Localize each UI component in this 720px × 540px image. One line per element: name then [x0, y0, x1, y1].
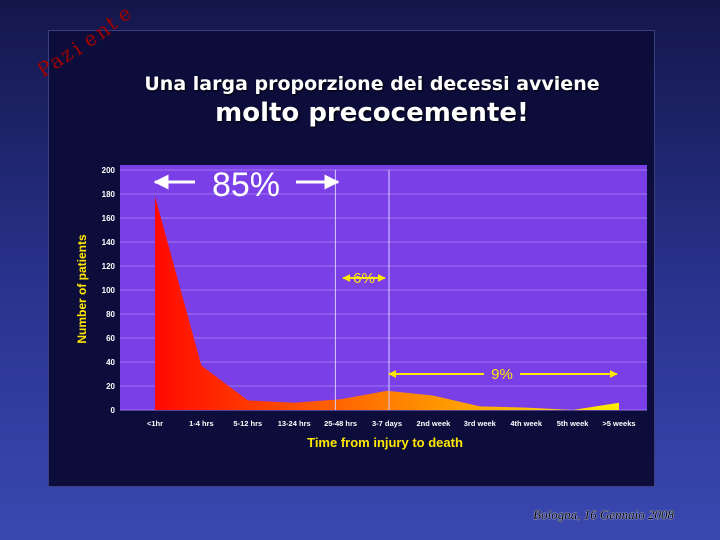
y-tick-label: 200 [102, 166, 116, 175]
footer-date: Bologna, 16 Gennaio 2008 [533, 507, 674, 522]
y-tick-label: 20 [106, 382, 115, 391]
annotation-late: 9% [491, 366, 513, 383]
y-tick-label: 140 [102, 238, 116, 247]
x-tick-label: 2nd week [417, 419, 452, 428]
y-tick-label: 60 [106, 334, 115, 343]
x-tick-label: 3rd week [464, 419, 497, 428]
x-tick-label: 5th week [557, 419, 590, 428]
x-axis-label: Time from injury to death [307, 435, 463, 450]
x-tick-label: 1-4 hrs [189, 419, 214, 428]
y-tick-label: 80 [106, 310, 115, 319]
x-tick-label: 5-12 hrs [233, 419, 262, 428]
y-tick-label: 160 [102, 214, 116, 223]
y-tick-label: 180 [102, 190, 116, 199]
x-tick-label: 3-7 days [372, 419, 402, 428]
x-tick-label: <1hr [147, 419, 163, 428]
x-tick-label: 4th week [510, 419, 543, 428]
annotation-late-background [484, 364, 520, 382]
plot-background [120, 165, 647, 410]
annotation-middle: 6% [353, 270, 375, 287]
y-axis-label: Number of patients [75, 234, 89, 344]
y-tick-label: 120 [102, 262, 116, 271]
y-tick-labels: 0 20 40 60 80 100 120 140 160 180 200 [102, 166, 116, 415]
x-tick-label: 25-48 hrs [324, 419, 357, 428]
x-tick-label: >5 weeks [602, 419, 635, 428]
y-tick-label: 100 [102, 286, 116, 295]
slide-title-line1: Una larga proporzione dei decessi avvien… [144, 73, 600, 95]
annotation-early: 85% [212, 166, 280, 204]
grid-lines [120, 169, 647, 411]
y-tick-label: 0 [111, 406, 116, 415]
x-tick-labels: <1hr 1-4 hrs 5-12 hrs 13-24 hrs 25-48 hrs 3-7… [147, 419, 636, 428]
slide-title-line2: molto precocemente! [215, 98, 529, 128]
y-tick-label: 40 [106, 358, 115, 367]
x-tick-label: 13-24 hrs [278, 419, 311, 428]
data-area [155, 196, 619, 410]
